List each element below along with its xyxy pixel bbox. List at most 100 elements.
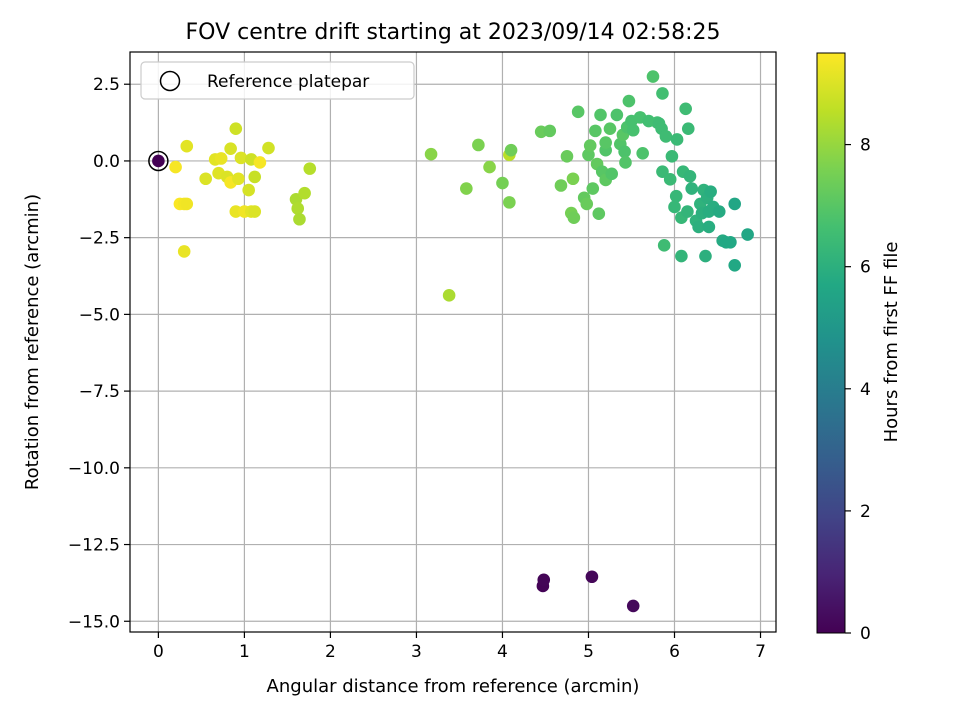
scatter-point: [610, 108, 624, 122]
scatter-point: [663, 173, 677, 186]
scatter-point: [298, 186, 311, 200]
y-tick-label: −12.5: [68, 536, 120, 556]
x-axis-ticks: 0 1 2 3 4 5 6 7: [153, 632, 766, 662]
y-tick-label: −15.0: [68, 612, 120, 632]
scatter-point: [234, 151, 248, 165]
scatter-point: [646, 70, 660, 83]
x-tick-label: 6: [669, 642, 680, 662]
scatter-point: [229, 122, 243, 136]
scatter-point: [728, 197, 742, 211]
scatter-point: [177, 245, 191, 258]
scatter-point: [724, 235, 737, 249]
scatter-point: [665, 150, 679, 163]
x-axis-label: Angular distance from reference (arcmin): [267, 676, 640, 697]
y-tick-label: −10.0: [68, 459, 120, 479]
x-tick-label: 7: [755, 642, 766, 662]
scatter-point: [583, 139, 597, 152]
scatter-point: [566, 172, 580, 186]
scatter-point: [442, 289, 456, 302]
y-tick-label: −7.5: [79, 382, 120, 402]
scatter-point: [599, 136, 612, 149]
data-points: [148, 70, 754, 613]
scatter-point: [483, 160, 496, 174]
scatter-point: [699, 249, 712, 263]
scatter-point: [636, 146, 649, 160]
y-axis-label: Rotation from reference (arcmin): [22, 194, 43, 490]
scatter-point: [692, 220, 705, 234]
scatter-point: [592, 207, 606, 221]
scatter-point: [681, 205, 694, 218]
scatter-point: [199, 172, 212, 186]
scatter-point: [589, 124, 602, 138]
scatter-point: [504, 143, 518, 157]
scatter-point: [152, 154, 165, 168]
scatter-point: [603, 122, 617, 136]
y-axis-ticks: 2.5 0.0 −2.5 −5.0 −7.5 −10.0 −12.5 −15.0: [68, 75, 130, 632]
chart-title: FOV centre drift starting at 2023/09/14 …: [186, 20, 721, 45]
scatter-point: [571, 105, 585, 119]
scatter-point: [214, 152, 228, 165]
scatter-point: [424, 147, 438, 161]
scatter-point: [180, 139, 194, 153]
scatter-point: [669, 189, 683, 203]
scatter-point: [683, 169, 697, 183]
scatter-point: [619, 156, 632, 169]
scatter-point: [554, 179, 568, 192]
x-tick-label: 0: [153, 642, 164, 662]
scatter-point: [496, 176, 509, 190]
scatter-point: [253, 156, 267, 169]
x-tick-label: 1: [239, 642, 250, 662]
scatter-point: [668, 200, 681, 214]
scatter-point: [169, 160, 182, 174]
scatter-point: [224, 142, 237, 155]
scatter-point: [594, 108, 607, 122]
reference-platepar-marker: [148, 150, 169, 172]
scatter-point: [537, 573, 551, 587]
scatter-point: [656, 165, 669, 178]
scatter-point: [242, 183, 256, 197]
scatter-point: [704, 185, 717, 198]
scatter-point: [585, 570, 599, 584]
scatter-point: [291, 202, 305, 215]
scatter-point: [472, 138, 485, 152]
colorbar: 0 2 4 6 8 Hours from first FF file: [816, 52, 902, 644]
scatter-point: [685, 182, 699, 195]
legend: Reference platepar: [140, 61, 415, 100]
scatter-point: [293, 212, 306, 226]
scatter-point: [248, 205, 262, 218]
x-tick-label: 2: [325, 642, 336, 662]
colorbar-gradient: [816, 52, 846, 634]
legend-reference-marker: [159, 70, 181, 92]
scatter-point: [656, 87, 669, 100]
scatter-point: [543, 124, 557, 138]
scatter-point: [712, 205, 726, 218]
scatter-point: [586, 182, 600, 195]
scatter-point: [560, 150, 574, 163]
scatter-point: [728, 258, 742, 272]
colorbar-ticks: 0 2 4 6 8: [845, 136, 871, 644]
scatter-point: [503, 196, 516, 209]
scatter-point: [659, 130, 673, 143]
colorbar-tick-label: 6: [860, 258, 871, 278]
scatter-point: [626, 599, 640, 613]
scatter-point: [262, 141, 275, 155]
y-tick-label: −5.0: [79, 305, 120, 325]
colorbar-tick-label: 0: [860, 624, 871, 644]
scatter-point: [622, 94, 636, 108]
scatter-point: [180, 197, 194, 211]
x-tick-label: 5: [583, 642, 594, 662]
y-tick-label: 2.5: [93, 75, 120, 95]
scatter-point: [460, 182, 473, 195]
scatter-point: [670, 133, 684, 146]
x-tick-label: 4: [497, 642, 508, 662]
scatter-point: [605, 167, 619, 181]
scatter-point: [567, 211, 581, 225]
scatter-point: [232, 172, 245, 186]
colorbar-tick-label: 8: [860, 136, 871, 156]
colorbar-tick-label: 4: [860, 380, 871, 400]
scatter-point: [657, 239, 671, 252]
plot-frame: [129, 51, 777, 633]
scatter-point: [626, 123, 640, 137]
